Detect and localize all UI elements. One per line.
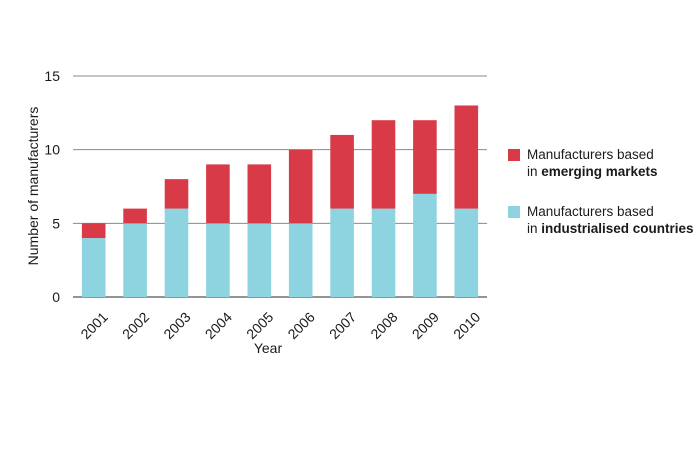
x-tick-label: 2008: [367, 309, 400, 342]
bar-emerging: [413, 120, 437, 194]
bar-emerging: [371, 120, 396, 209]
x-tick-label: 2005: [243, 309, 276, 342]
y-tick-label: 5: [52, 215, 60, 231]
legend-label-emerging-bold: emerging markets: [541, 164, 658, 179]
x-tick-label: 2007: [326, 309, 359, 342]
legend-label-emerging-line1: Manufacturers based: [527, 147, 654, 162]
x-tick-label: 2004: [202, 309, 235, 342]
x-tick-label: 2009: [409, 309, 442, 342]
bar-industrialised: [123, 223, 147, 297]
x-axis-label: Year: [254, 340, 283, 356]
y-tick-label: 15: [44, 68, 60, 84]
bar-industrialised: [413, 193, 437, 297]
bar-industrialised: [247, 223, 272, 297]
bar-industrialised: [330, 208, 354, 297]
bar-industrialised: [371, 208, 396, 297]
bar-emerging: [164, 179, 189, 209]
y-tick-labels: 0 5 10 15: [44, 68, 60, 305]
bar-industrialised: [288, 223, 313, 297]
bar-emerging: [123, 208, 147, 224]
bar-emerging: [206, 164, 230, 224]
bar-industrialised: [81, 238, 106, 297]
bar-emerging: [288, 149, 313, 224]
legend-label-industrialised-line1: Manufacturers based: [527, 204, 654, 219]
x-tick-label: 2006: [284, 309, 317, 342]
bar-industrialised: [206, 223, 230, 297]
legend-label-emerging-prefix: in: [527, 164, 542, 179]
x-tick-label: 2001: [77, 309, 110, 342]
legend-label-industrialised-bold: industrialised countries: [541, 221, 694, 236]
bar-emerging: [247, 164, 272, 224]
y-tick-label: 10: [44, 142, 60, 158]
x-tick-labels: 2001 2002 2003 2004 2005 2006 2007 2008 2009 2010: [77, 309, 483, 342]
x-tick-label: 2010: [450, 309, 483, 342]
y-axis-label: Number of manufacturers: [25, 107, 41, 266]
bar-industrialised: [164, 208, 189, 297]
legend-label-industrialised-prefix: in: [527, 221, 542, 236]
bar-emerging: [454, 105, 479, 209]
bar-emerging: [81, 223, 106, 239]
bar-emerging: [330, 134, 354, 209]
legend-swatch-emerging: [508, 149, 520, 161]
legend-swatch-industrialised: [508, 206, 520, 218]
bar-industrialised: [454, 208, 479, 297]
bars: [81, 105, 479, 297]
y-tick-label: 0: [52, 289, 60, 305]
x-tick-label: 2002: [119, 309, 152, 342]
x-tick-label: 2003: [160, 309, 193, 342]
